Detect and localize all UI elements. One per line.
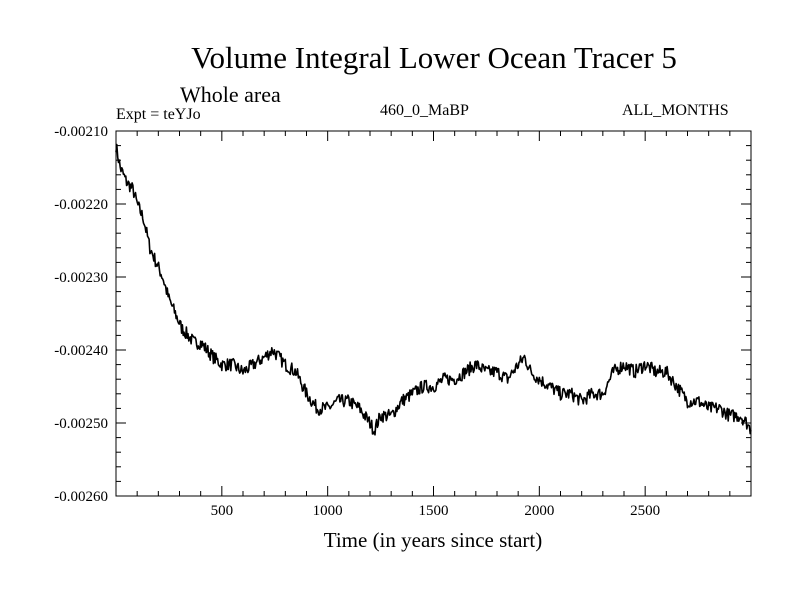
y-tick-label: -0.00210: [54, 124, 108, 140]
y-tick-label: -0.00230: [54, 270, 108, 286]
series-line: [115, 143, 752, 436]
y-tick-label: -0.00250: [54, 416, 108, 432]
x-axis-label: Time (in years since start): [324, 528, 543, 552]
plot-frame: [115, 130, 752, 497]
season-label: ALL_MONTHS: [622, 102, 729, 119]
x-tick-label: 2500: [630, 503, 660, 519]
chart-subtitle: Whole area: [180, 82, 281, 107]
y-tick-label: -0.00260: [54, 489, 108, 505]
x-tick-label: 500: [211, 503, 234, 519]
x-tick-label: 1000: [313, 503, 343, 519]
chart-title: Volume Integral Lower Ocean Tracer 5: [191, 40, 677, 75]
axis-ticks: [116, 131, 751, 496]
experiment-label: Expt = teYJo: [116, 106, 201, 123]
y-tick-label: -0.00240: [54, 343, 108, 359]
x-tick-label: 1500: [419, 503, 449, 519]
axis-tick-labels: 500 1000 1500 2000 2500 -0.00210 -0.00220 -0.00…: [54, 124, 660, 519]
y-tick-label: -0.00220: [54, 197, 108, 213]
period-label: 460_0_MaBP: [380, 102, 469, 119]
x-tick-label: 2000: [524, 503, 554, 519]
